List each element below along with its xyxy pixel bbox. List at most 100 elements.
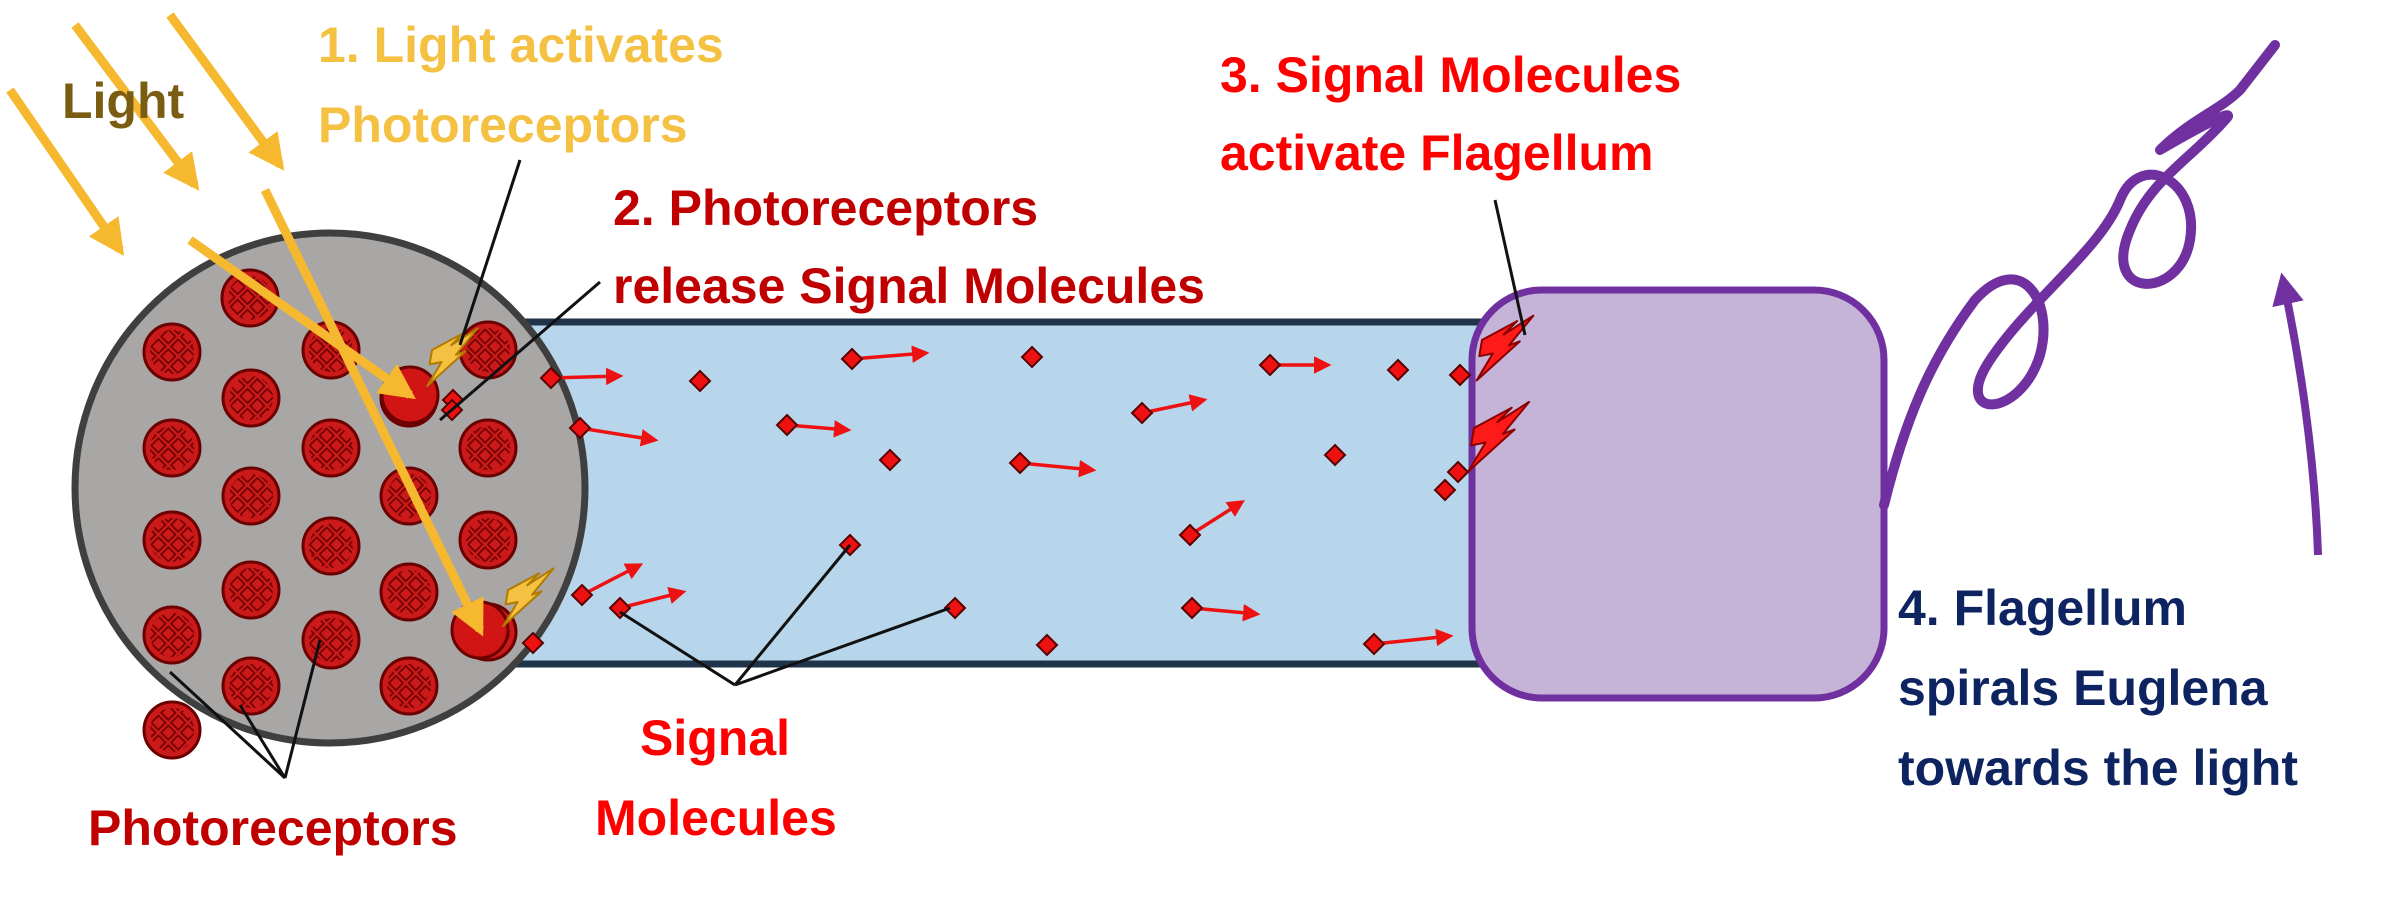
- photoreceptor: [142, 418, 202, 478]
- step4-label-line3: towards the light: [1898, 740, 2298, 796]
- photoreceptors-label: Photoreceptors: [88, 800, 458, 856]
- signal-molecule: [1130, 394, 1208, 425]
- photoreceptor: [142, 605, 202, 665]
- step1-label-line1: 1. Light activates: [318, 17, 724, 73]
- signal-molecule: [521, 631, 545, 655]
- signal-arrow: [579, 426, 659, 447]
- signal-molecule-diamond: [1446, 460, 1470, 484]
- signal-molecule: [1020, 345, 1044, 369]
- signal-molecule: [1448, 363, 1472, 387]
- signal-molecule-diamond: [568, 416, 592, 440]
- signal-molecule: [1446, 460, 1470, 484]
- light-ray: [260, 188, 485, 637]
- lightning-bolt-icon: [1467, 400, 1531, 473]
- signal-molecule-diamond: [1035, 633, 1059, 657]
- signal-molecule: [1178, 500, 1245, 547]
- photoreceptor: [221, 560, 281, 620]
- signal-molecule: [1008, 451, 1097, 478]
- signal-molecule-diamond: [608, 596, 632, 620]
- step1-label-line2: Photoreceptors: [318, 97, 688, 153]
- step4-label-line1: 4. Flagellum: [1898, 580, 2187, 636]
- step3-label-line2: activate Flagellum: [1220, 125, 1654, 181]
- signal-molecule-diamond: [1323, 443, 1347, 467]
- signal-molecule: [539, 366, 624, 390]
- light-ray: [187, 236, 416, 400]
- signal-molecule: [1323, 443, 1347, 467]
- photoreceptor: [301, 418, 361, 478]
- signal-molecule-diamond: [1362, 632, 1386, 656]
- signal-molecule-diamond: [688, 369, 712, 393]
- signal-molecule: [608, 586, 687, 620]
- signal-molecule-diamond: [1386, 358, 1410, 382]
- signal-molecule-diamond: [570, 583, 594, 607]
- signal-molecule-diamond: [1178, 523, 1202, 547]
- signal-arrow: [619, 586, 687, 610]
- signal-molecule: [1433, 478, 1457, 502]
- signal-molecule-diamond: [521, 631, 545, 655]
- light-ray: [71, 22, 200, 191]
- photoreceptor: [301, 610, 361, 670]
- signal-molecule-diamond: [1130, 401, 1154, 425]
- signal-arrow: [1189, 500, 1245, 537]
- signal-molecule: [570, 563, 644, 607]
- photoreceptor: [458, 320, 518, 380]
- signal-arrow: [1373, 628, 1454, 647]
- signal-molecule-diamond: [539, 366, 563, 390]
- step4-label-line2: spirals Euglena: [1898, 660, 2269, 716]
- lightning-bolt-icon: [502, 567, 555, 627]
- flagellum-spiral: [1879, 40, 2280, 510]
- photoreceptor: [142, 510, 202, 570]
- light-rays: [6, 12, 485, 637]
- step2-label-line2: release Signal Molecules: [613, 258, 1205, 314]
- signal-molecule-diamond: [840, 347, 864, 371]
- step2-label-line1: 2. Photoreceptors: [613, 180, 1038, 236]
- signal-arrow: [1019, 459, 1097, 478]
- signal-molecule-diamond: [775, 413, 799, 437]
- signal-arrow: [1191, 604, 1261, 622]
- signal-molecule: [1386, 358, 1410, 382]
- signal-molecules-label-line1: Signal: [640, 710, 790, 766]
- lightning-bolt-icon: [1475, 314, 1535, 382]
- signal-molecule: [1362, 628, 1454, 656]
- photoreceptor: [458, 510, 518, 570]
- photoreceptor: [221, 656, 281, 716]
- photoreceptor: [301, 516, 361, 576]
- leader-lines: [168, 159, 1527, 780]
- signal-molecule: [775, 413, 852, 438]
- signal-arrow: [851, 345, 930, 363]
- light-label: Light: [62, 73, 185, 129]
- signal-arrow: [550, 367, 624, 386]
- signal-molecules: [440, 345, 1472, 657]
- spiral-direction-arrow: [2272, 272, 2322, 556]
- signal-molecule: [1180, 596, 1261, 622]
- signal-molecule-diamond: [1020, 345, 1044, 369]
- signal-molecule: [878, 448, 902, 472]
- signal-molecule-diamond: [1433, 478, 1457, 502]
- photoreceptor: [221, 368, 281, 428]
- signal-molecule: [1035, 633, 1059, 657]
- step3-label-line1: 3. Signal Molecules: [1220, 47, 1681, 103]
- light-ray: [6, 87, 125, 256]
- flagellum-body: [1468, 286, 1888, 702]
- signal-molecule: [1258, 353, 1332, 377]
- signal-molecule: [840, 345, 930, 371]
- photoreceptor: [458, 418, 518, 478]
- signal-arrow: [581, 563, 644, 597]
- photoreceptor: [379, 562, 439, 622]
- signal-molecules-label-line2: Molecules: [595, 790, 837, 846]
- signal-molecule: [943, 596, 967, 620]
- photoreceptor: [142, 322, 202, 382]
- light-ray: [166, 12, 285, 171]
- signal-molecule: [568, 416, 659, 447]
- photoreceptor: [142, 700, 202, 760]
- signal-arrow: [1141, 394, 1208, 415]
- signal-molecule-diamond: [1448, 363, 1472, 387]
- signal-molecule-diamond: [943, 596, 967, 620]
- photoreceptor: [379, 656, 439, 716]
- signal-molecule-diamond: [1180, 596, 1204, 620]
- photoreceptor: [221, 466, 281, 526]
- signal-molecule-diamond: [878, 448, 902, 472]
- lightning-bolts: [426, 314, 1535, 627]
- signal-molecule-diamond: [1258, 353, 1282, 377]
